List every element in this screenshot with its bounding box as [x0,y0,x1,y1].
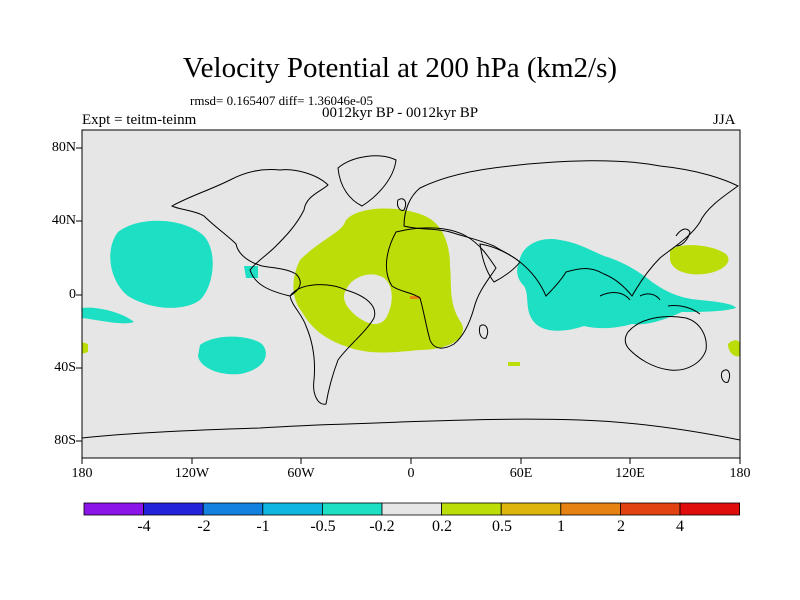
lon-label-180e: 180 [729,466,751,481]
colorbar-label: 2 [617,518,625,535]
uk-coast [397,198,407,211]
colorbar-box [143,502,204,516]
greenland-coast [337,155,397,207]
lat-label-40n: 40N [51,213,76,228]
colorbar-label: 0.2 [432,518,452,535]
maritime-continent-coast [599,292,701,315]
colorbar-label: -0.5 [310,518,336,535]
lat-label-80s: 80S [54,433,76,448]
period-label: 0012kyr BP - 0012kyr BP [322,105,479,121]
stats-line: rmsd= 0.165407 diff= 1.36046e-05 [190,93,374,108]
colorbar-label: 1 [557,518,565,535]
colorbar-box [441,502,502,516]
experiment-label: Expt = teitm-teinm [82,112,197,128]
south-atlantic-positive-patch [508,362,520,366]
colorbar-label: 0.5 [492,518,512,535]
colorbar-box [679,502,740,516]
colorbar-box [321,502,383,516]
lon-label-0: 0 [407,466,415,481]
colorbar-box [620,502,681,516]
map-panel [82,130,740,458]
africa-coast [386,227,497,349]
east-pacific-negative-region [82,307,134,324]
southwest-pacific-positive-region [728,340,740,357]
lon-label-60e: 60E [509,466,533,481]
colorbar-label: -2 [197,518,211,535]
north-america-coast [170,169,329,297]
lon-label-120w: 120W [174,466,210,481]
asia-indian-ocean-negative-region [517,239,736,331]
north-pacific-negative-region [110,220,213,308]
south-pacific-negative-region [198,336,266,375]
positive-regions [82,208,740,366]
negative-regions [82,220,736,375]
arabia-coast [479,243,521,283]
south-america-coast [289,284,376,405]
south-pacific-west-positive-region [82,342,88,354]
new-zealand-coast [721,369,731,383]
colorbar-box [202,502,264,516]
lon-label-120e: 120E [615,466,645,481]
australia-coast [624,316,707,371]
madagascar-coast [479,324,489,339]
colorbar [83,502,740,516]
coastlines [82,155,740,441]
lon-label-180w: 180 [71,466,93,481]
colorbar-label: -4 [137,518,151,535]
lat-label-80n: 80N [51,140,76,155]
season-label: JJA [713,112,736,128]
colorbar-label: -0.2 [369,518,395,535]
lat-label-eq: 0 [69,287,76,302]
colorbar-label: 4 [676,518,684,535]
lon-label-60w: 60W [287,466,315,481]
colorbar-box [381,502,442,516]
lat-label-40s: 40S [54,360,76,375]
colorbar-box [262,502,323,516]
colorbar-label: -1 [256,518,270,535]
japan-coast [675,228,691,247]
colorbar-box [560,502,621,516]
figure-title: Velocity Potential at 200 hPa (km2/s) [182,52,618,84]
atlantic-positive-region [293,208,463,353]
west-pacific-positive-region [670,245,729,275]
axis-ticks [76,147,741,464]
colorbar-box [500,502,562,516]
antarctica-coast [82,418,740,441]
colorbar-box [83,502,144,516]
